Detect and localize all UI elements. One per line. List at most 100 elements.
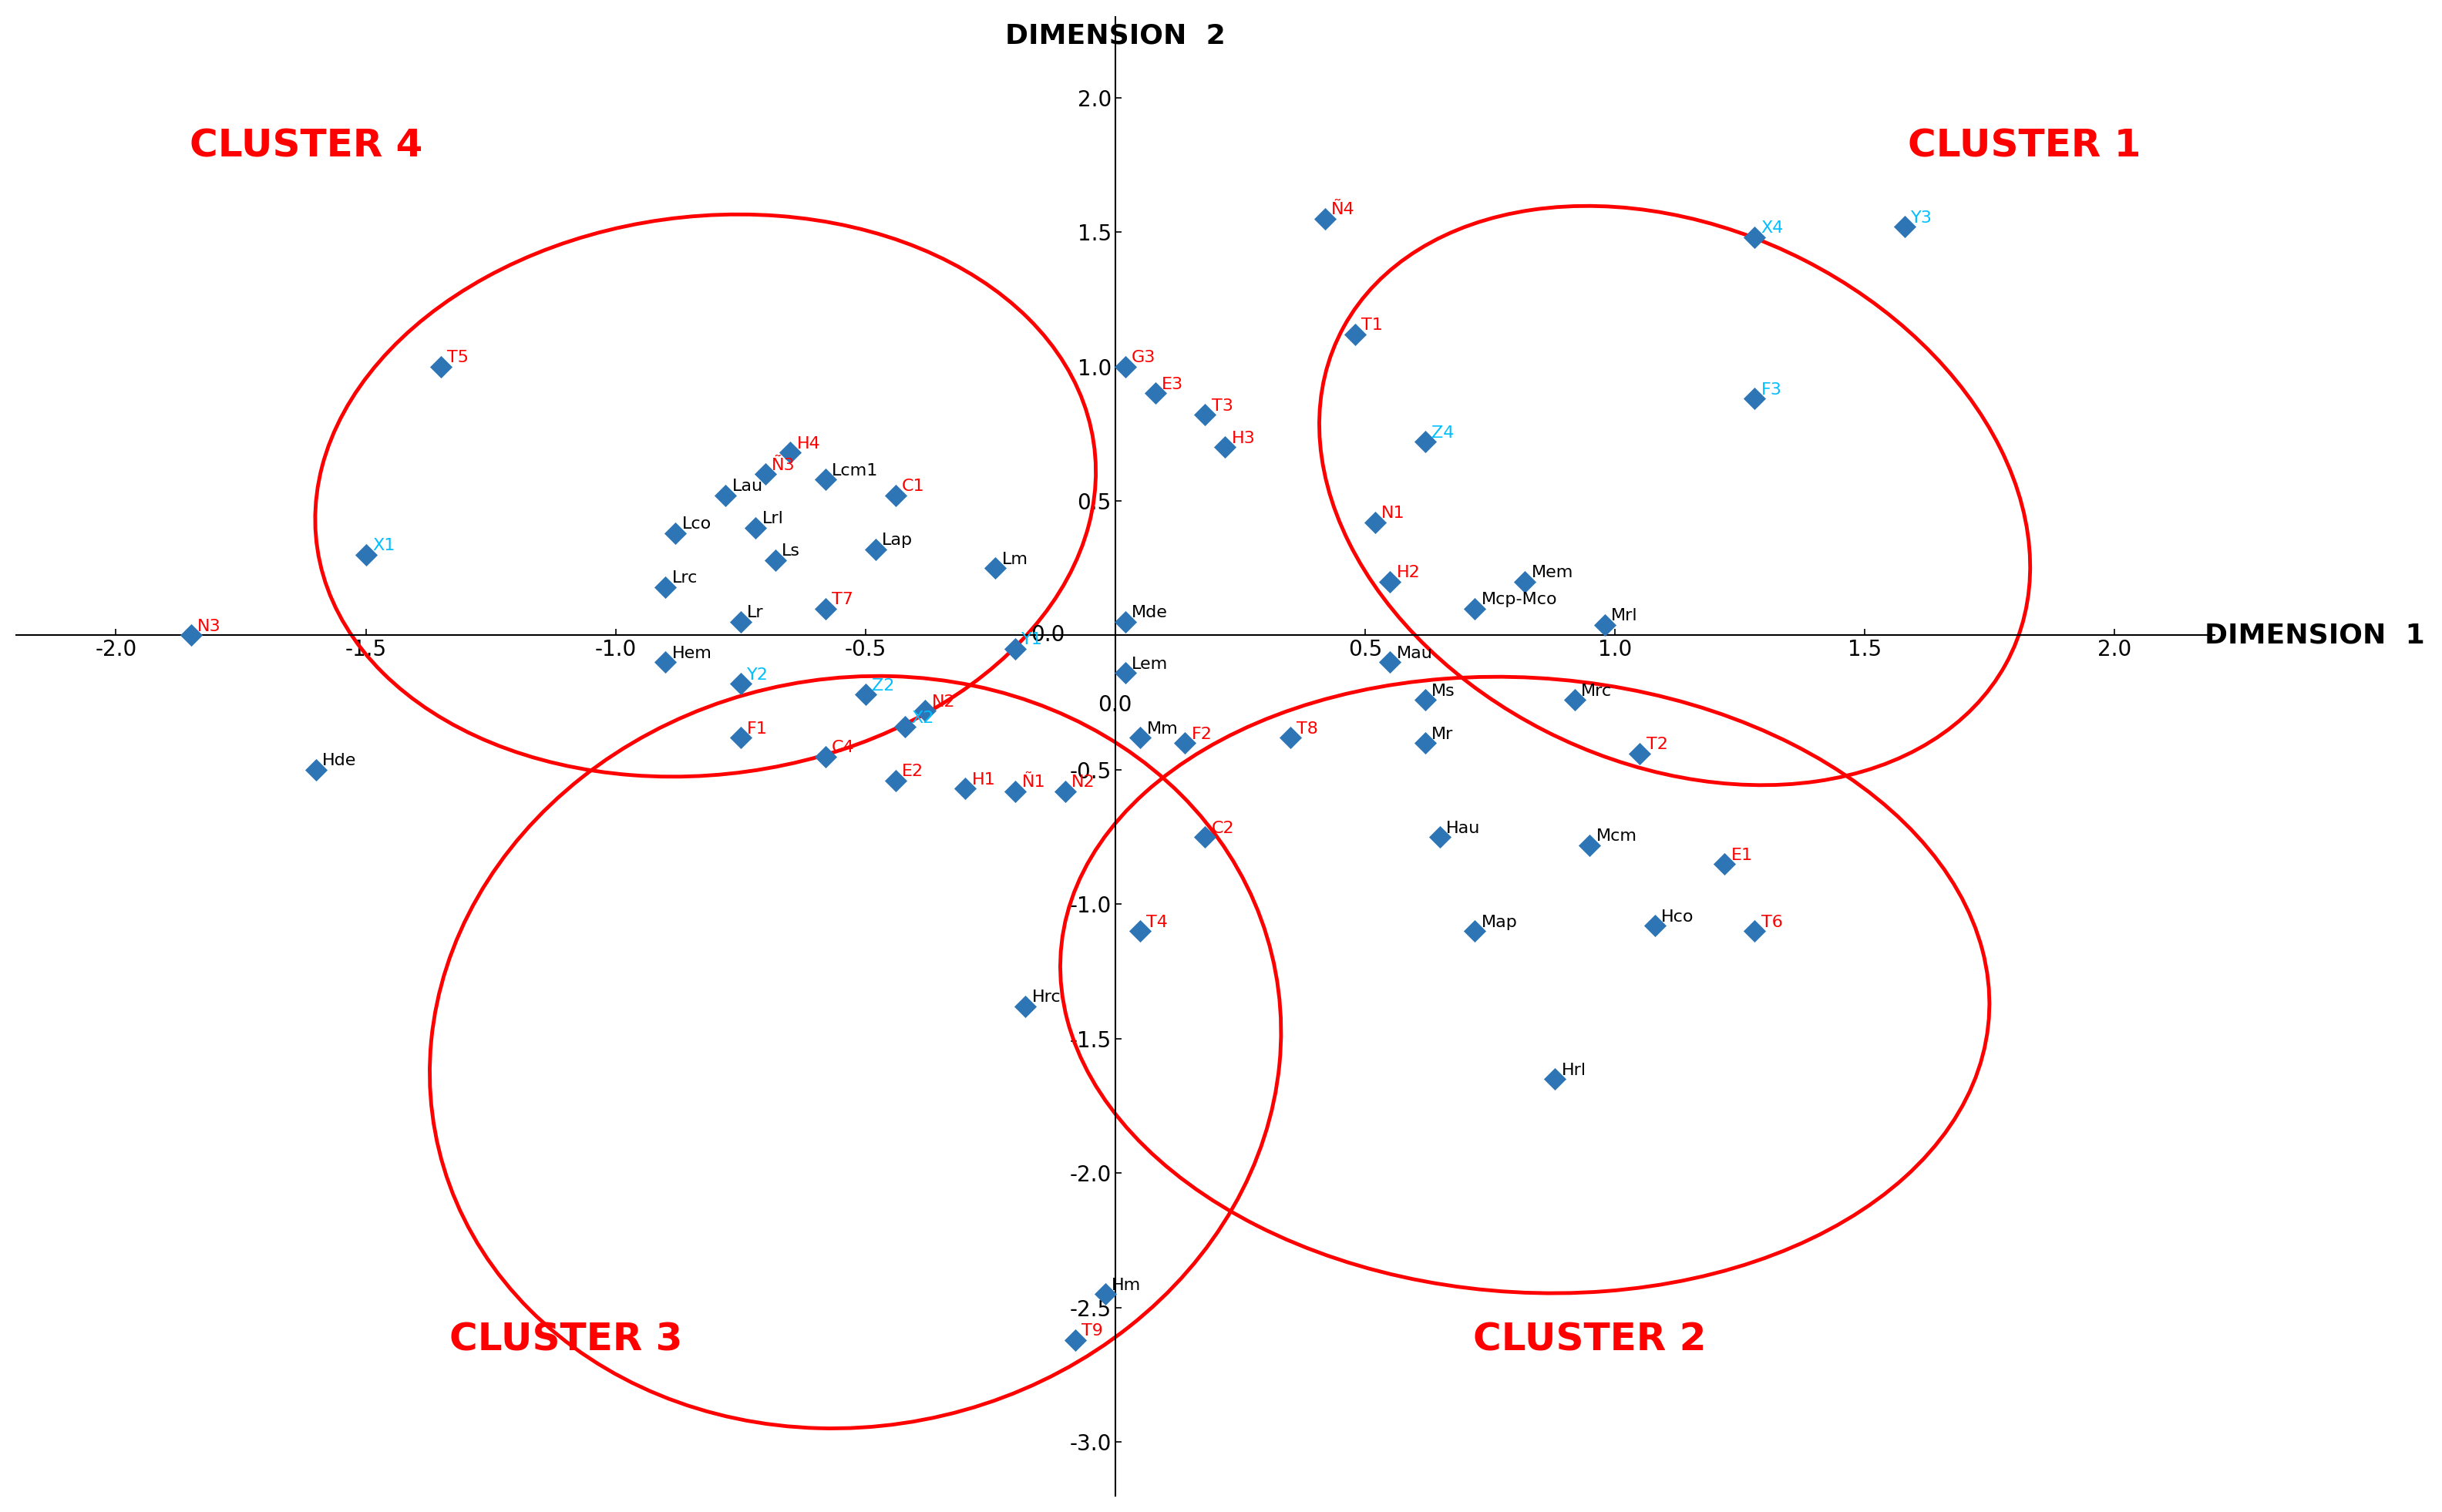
Text: Hem: Hem [672,646,713,661]
Point [1455,919,1495,943]
Text: Hco: Hco [1661,909,1695,925]
Text: Map: Map [1482,915,1516,930]
Text: Z2: Z2 [872,677,894,694]
Text: Hrl: Hrl [1560,1063,1585,1078]
Text: X4: X4 [1761,221,1783,236]
Text: C4: C4 [833,739,855,754]
Text: Lm: Lm [1001,552,1028,567]
Text: E1: E1 [1731,847,1753,863]
Point [1736,225,1775,249]
Text: H1: H1 [972,773,996,788]
Point [855,537,894,561]
Text: T9: T9 [1082,1323,1104,1338]
Text: X1: X1 [371,538,396,553]
Point [877,484,916,508]
Text: G3: G3 [1131,349,1155,366]
Text: Y3: Y3 [1912,210,1932,225]
Text: H2: H2 [1397,565,1421,581]
Point [996,637,1035,661]
Point [1087,1282,1126,1306]
Point [1636,913,1675,937]
Text: Hde: Hde [322,753,357,768]
Point [657,522,696,546]
Point [1106,661,1145,685]
Text: H3: H3 [1231,431,1255,446]
Point [772,440,811,464]
Text: T1: T1 [1360,318,1382,333]
Point [295,758,335,782]
Text: F3: F3 [1761,383,1783,398]
Point [806,467,845,491]
Point [1370,570,1409,594]
Point [1455,596,1495,620]
Text: T2: T2 [1646,736,1668,753]
Point [1336,322,1375,346]
Point [1270,726,1309,750]
Text: Mcm: Mcm [1597,829,1636,844]
Point [1206,435,1245,460]
Point [1045,779,1084,803]
Text: Mrc: Mrc [1582,683,1612,699]
Point [1055,1328,1094,1352]
Text: CLUSTER 1: CLUSTER 1 [1907,127,2142,165]
Point [1184,826,1223,850]
Text: H4: H4 [796,435,821,451]
Point [1585,612,1624,637]
Text: T4: T4 [1148,915,1167,930]
Point [1504,570,1543,594]
Text: Ñ1: Ñ1 [1021,774,1045,791]
Text: Hrc: Hrc [1031,990,1060,1005]
Text: Mr: Mr [1431,726,1453,742]
Text: Lem: Lem [1131,656,1167,671]
Point [1885,215,1924,239]
Point [1407,688,1446,712]
Point [845,682,884,706]
Text: Ñ3: Ñ3 [772,458,796,473]
Point [1407,429,1446,454]
Point [735,516,774,540]
Text: T6: T6 [1761,915,1783,930]
Text: Lap: Lap [882,532,913,549]
Point [996,779,1035,803]
Text: Lrc: Lrc [672,570,698,585]
Text: E3: E3 [1162,376,1184,392]
Point [1407,730,1446,754]
Text: DIMENSION  1: DIMENSION 1 [2205,623,2425,649]
Text: N2: N2 [933,694,955,709]
Point [945,777,984,801]
Text: E2: E2 [901,764,923,779]
Text: CLUSTER 3: CLUSTER 3 [449,1321,681,1358]
Text: T5: T5 [447,349,469,366]
Text: Y1: Y1 [1021,632,1043,647]
Point [1106,609,1145,634]
Text: DIMENSION  2: DIMENSION 2 [1006,23,1226,48]
Point [1136,381,1175,405]
Point [720,671,759,696]
Point [720,726,759,750]
Point [806,744,845,768]
Point [1355,511,1394,535]
Text: 0.0: 0.0 [1031,624,1065,646]
Point [757,547,796,572]
Text: Lcm1: Lcm1 [833,463,879,478]
Text: Mau: Mau [1397,646,1433,661]
Text: Mcp-Mco: Mcp-Mco [1482,591,1558,608]
Point [1619,741,1658,765]
Point [1705,851,1744,875]
Point [706,484,745,508]
Point [1736,387,1775,411]
Point [1184,402,1223,426]
Point [647,575,686,599]
Point [171,623,210,647]
Text: Ls: Ls [781,543,801,559]
Text: 0.0: 0.0 [1099,694,1133,717]
Text: T3: T3 [1211,398,1233,414]
Text: CLUSTER 2: CLUSTER 2 [1473,1321,1707,1358]
Point [1370,650,1409,674]
Point [347,543,386,567]
Text: N1: N1 [1382,507,1404,522]
Point [420,354,459,378]
Text: Z4: Z4 [1431,425,1453,440]
Point [1165,730,1204,754]
Point [877,768,916,792]
